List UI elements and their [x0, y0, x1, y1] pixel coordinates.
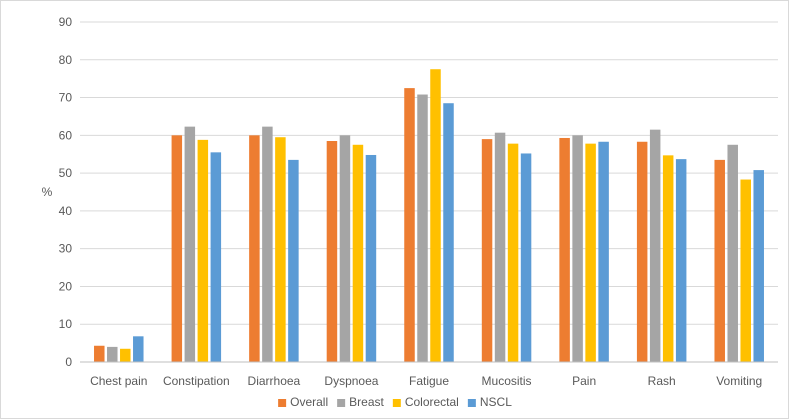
bar-overall-chest-pain: [94, 345, 105, 362]
bar-breast-constipation: [184, 126, 196, 363]
bars: [94, 69, 764, 363]
legend-swatch-nscl: [467, 399, 476, 407]
legend-swatch-overall: [278, 399, 287, 407]
bar-overall-diarrhoea: [249, 135, 260, 362]
legend-swatch-breast: [337, 399, 346, 407]
x-tick-label: Diarrhoea: [248, 374, 301, 388]
x-axis-ticks: Chest pain Constipation Diarrhoea Dyspnoea F…: [90, 374, 762, 388]
bar-nscl-rash: [675, 159, 687, 362]
bar-breast-mucositis: [494, 132, 506, 362]
y-tick-label: 0: [65, 355, 72, 369]
bar-nscl-chest-pain: [133, 336, 144, 362]
x-tick-label: Pain: [572, 374, 596, 388]
y-tick-label: 60: [59, 128, 73, 142]
bar-overall-rash: [636, 141, 648, 362]
bar-colorectal-mucositis: [507, 143, 519, 362]
bar-colorectal-pain: [585, 143, 596, 362]
bar-colorectal-rash: [662, 155, 674, 362]
x-tick-label: Dyspnoea: [324, 374, 378, 388]
y-tick-label: 20: [59, 279, 73, 293]
y-tick-label: 10: [59, 317, 73, 331]
y-axis-label: %: [42, 185, 53, 199]
bar-breast-chest-pain: [107, 346, 118, 362]
x-tick-label: Vomiting: [716, 374, 762, 388]
y-tick-label: 70: [59, 91, 73, 105]
bar-breast-rash: [649, 129, 661, 362]
x-tick-label: Constipation: [163, 374, 230, 388]
y-tick-label: 80: [59, 53, 73, 67]
bar-colorectal-vomiting: [740, 179, 751, 362]
x-tick-label: Chest pain: [90, 374, 147, 388]
bar-colorectal-diarrhoea: [275, 137, 286, 362]
bar-nscl-fatigue: [443, 103, 454, 362]
bar-breast-fatigue: [417, 94, 428, 363]
y-tick-label: 40: [59, 204, 73, 218]
bar-overall-vomiting: [714, 159, 725, 362]
bar-colorectal-dyspnoea: [352, 144, 364, 362]
bar-overall-fatigue: [404, 88, 415, 362]
bar-breast-vomiting: [727, 144, 738, 362]
legend-label-nscl: NSCL: [480, 395, 512, 409]
bar-colorectal-constipation: [197, 139, 209, 362]
legend: Overall Breast Colorectal NSCL: [278, 395, 512, 409]
x-tick-label: Mucositis: [482, 374, 532, 388]
bar-nscl-dyspnoea: [365, 154, 377, 362]
bar-breast-pain: [572, 135, 583, 362]
bar-breast-diarrhoea: [262, 126, 273, 363]
y-axis-ticks: 0 10 20 30 40 50 60 70 80 90: [59, 15, 73, 369]
bar-nscl-vomiting: [753, 170, 764, 362]
y-tick-label: 30: [59, 242, 73, 256]
legend-label-colorectal: Colorectal: [405, 395, 459, 409]
legend-label-breast: Breast: [349, 395, 384, 409]
bar-colorectal-fatigue: [430, 69, 441, 362]
bar-breast-dyspnoea: [339, 135, 351, 362]
bar-overall-mucositis: [481, 139, 493, 362]
bar-nscl-constipation: [210, 152, 222, 362]
y-tick-label: 90: [59, 15, 73, 29]
y-tick-label: 50: [59, 166, 73, 180]
x-tick-label: Rash: [648, 374, 676, 388]
bar-overall-constipation: [171, 135, 183, 362]
bar-nscl-pain: [598, 141, 609, 362]
bar-nscl-diarrhoea: [288, 159, 299, 362]
grid-lines: [80, 21, 778, 325]
bar-overall-dyspnoea: [326, 141, 338, 362]
legend-swatch-colorectal: [392, 399, 401, 407]
bar-colorectal-chest-pain: [120, 348, 131, 362]
bar-overall-pain: [559, 137, 570, 362]
legend-label-overall: Overall: [290, 395, 328, 409]
x-tick-label: Fatigue: [409, 374, 449, 388]
bar-nscl-mucositis: [520, 153, 532, 362]
